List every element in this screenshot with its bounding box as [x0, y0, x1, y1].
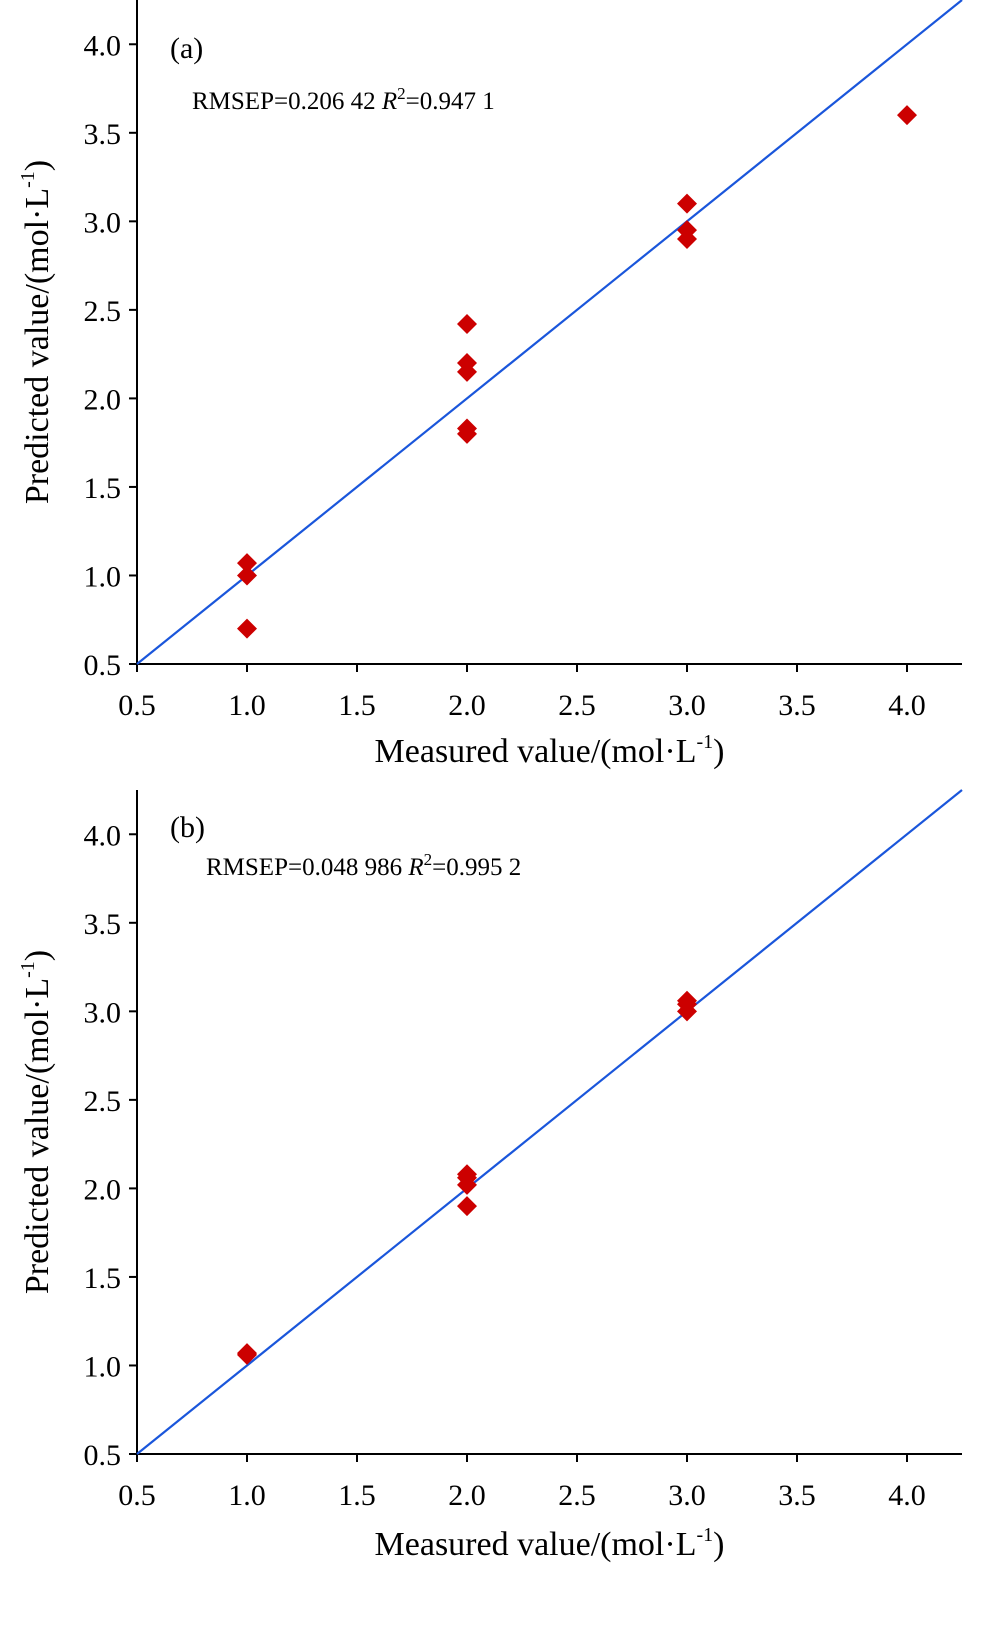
data-point: [897, 105, 917, 126]
x-tick-label: 3.5: [778, 1479, 816, 1512]
chart-panel-a: 0.5 0.5 1.0 1.0 1.5 1.5 2.0 2.0 2.5 2.5 3.0 3.0 3.5 3…: [17, 0, 963, 770]
y-tick-label: 3.5: [84, 908, 122, 941]
x-tick-label: 1.0: [228, 689, 266, 722]
x-tick-label: 1.5: [338, 1479, 376, 1512]
x-tick-label: 0.5: [118, 689, 156, 722]
fit-line: [136, 0, 963, 665]
x-axis-title-sup: -1: [696, 1524, 713, 1546]
x-tick-label: 2.5: [558, 1479, 596, 1512]
r-exponent: 2: [424, 850, 433, 869]
y-tick-label: 4.0: [84, 29, 122, 62]
y-tick-label: 1.5: [84, 472, 122, 505]
y-axis-title-sup: -1: [17, 961, 39, 978]
data-point: [237, 618, 257, 639]
data-point: [677, 193, 697, 214]
x-axis-title-main: Measured value/(mol·L: [375, 1526, 697, 1563]
x-axis-title-close: ): [713, 1526, 724, 1563]
x-tick-label: 4.0: [888, 1479, 926, 1512]
y-tick-label: 4.0: [84, 819, 122, 852]
y-axis-title-main: Predicted value/(mol·L: [19, 978, 56, 1294]
x-tick-label: 4.0: [888, 689, 926, 722]
y-tick-label: 3.0: [84, 996, 122, 1029]
x-tick-label: 2.5: [558, 689, 596, 722]
y-tick-label: 1.0: [84, 560, 122, 593]
x-axis-title-sup: -1: [696, 731, 713, 753]
x-tick-label: 3.5: [778, 689, 816, 722]
y-tick-label: 3.0: [84, 206, 122, 239]
r-symbol: R: [407, 854, 423, 881]
y-tick-label: 2.5: [84, 295, 122, 328]
rmsep-text: RMSEP=0.206 42: [192, 88, 382, 115]
x-axis-title-main: Measured value/(mol·L: [375, 733, 697, 770]
x-tick-label: 3.0: [668, 689, 706, 722]
data-point: [457, 1196, 477, 1217]
y-tick-label: 0.5: [84, 649, 122, 682]
y-tick-label: 2.0: [84, 1173, 122, 1206]
y-axis-title-sup: -1: [17, 171, 39, 188]
stats-annotation: RMSEP=0.206 42 R2=0.947 1: [192, 84, 495, 115]
x-tick-label: 3.0: [668, 1479, 706, 1512]
x-tick-label: 0.5: [118, 1479, 156, 1512]
chart-panel-b: 0.5 0.5 1.0 1.0 1.5 1.5 2.0 2.0 2.5 2.5 3.0 3.0 3.5 3…: [17, 789, 963, 1563]
x-axis-title: Measured value/(mol·L-1): [375, 1524, 725, 1563]
y-tick-label: 1.0: [84, 1350, 122, 1383]
fit-line: [136, 789, 963, 1455]
x-tick-label: 1.0: [228, 1479, 266, 1512]
x-axis-title-close: ): [713, 733, 724, 770]
data-point: [457, 361, 477, 382]
y-tick-label: 3.5: [84, 118, 122, 151]
x-tick-label: 2.0: [448, 689, 486, 722]
data-point: [457, 314, 477, 335]
y-tick-label: 1.5: [84, 1262, 122, 1295]
x-axis-title: Measured value/(mol·L-1): [375, 731, 725, 770]
y-axis-title-close: ): [19, 160, 56, 171]
rmsep-text: RMSEP=0.048 986: [206, 854, 408, 881]
y-axis-title-close: ): [19, 950, 56, 961]
y-tick-label: 2.0: [84, 383, 122, 416]
panel-label: (b): [170, 811, 205, 844]
data-point: [237, 1344, 257, 1365]
y-axis-title-main: Predicted value/(mol·L: [19, 188, 56, 504]
data-point: [457, 423, 477, 444]
y-tick-label: 2.5: [84, 1085, 122, 1118]
data-point: [677, 229, 697, 250]
r-value: =0.947 1: [406, 88, 495, 115]
data-point: [677, 1001, 697, 1022]
panel-label: (a): [170, 32, 203, 65]
y-axis-title: Predicted value/(mol·L-1): [17, 950, 56, 1294]
r-value: =0.995 2: [432, 854, 521, 881]
r-symbol: R: [381, 88, 397, 115]
y-axis-title: Predicted value/(mol·L-1): [17, 160, 56, 504]
r-exponent: 2: [397, 84, 406, 103]
x-tick-label: 1.5: [338, 689, 376, 722]
x-tick-label: 2.0: [448, 1479, 486, 1512]
data-point: [457, 1174, 477, 1195]
y-tick-label: 0.5: [84, 1439, 122, 1472]
data-point: [237, 565, 257, 586]
data-point: [237, 553, 257, 574]
stats-annotation: RMSEP=0.048 986 R2=0.995 2: [206, 850, 521, 881]
